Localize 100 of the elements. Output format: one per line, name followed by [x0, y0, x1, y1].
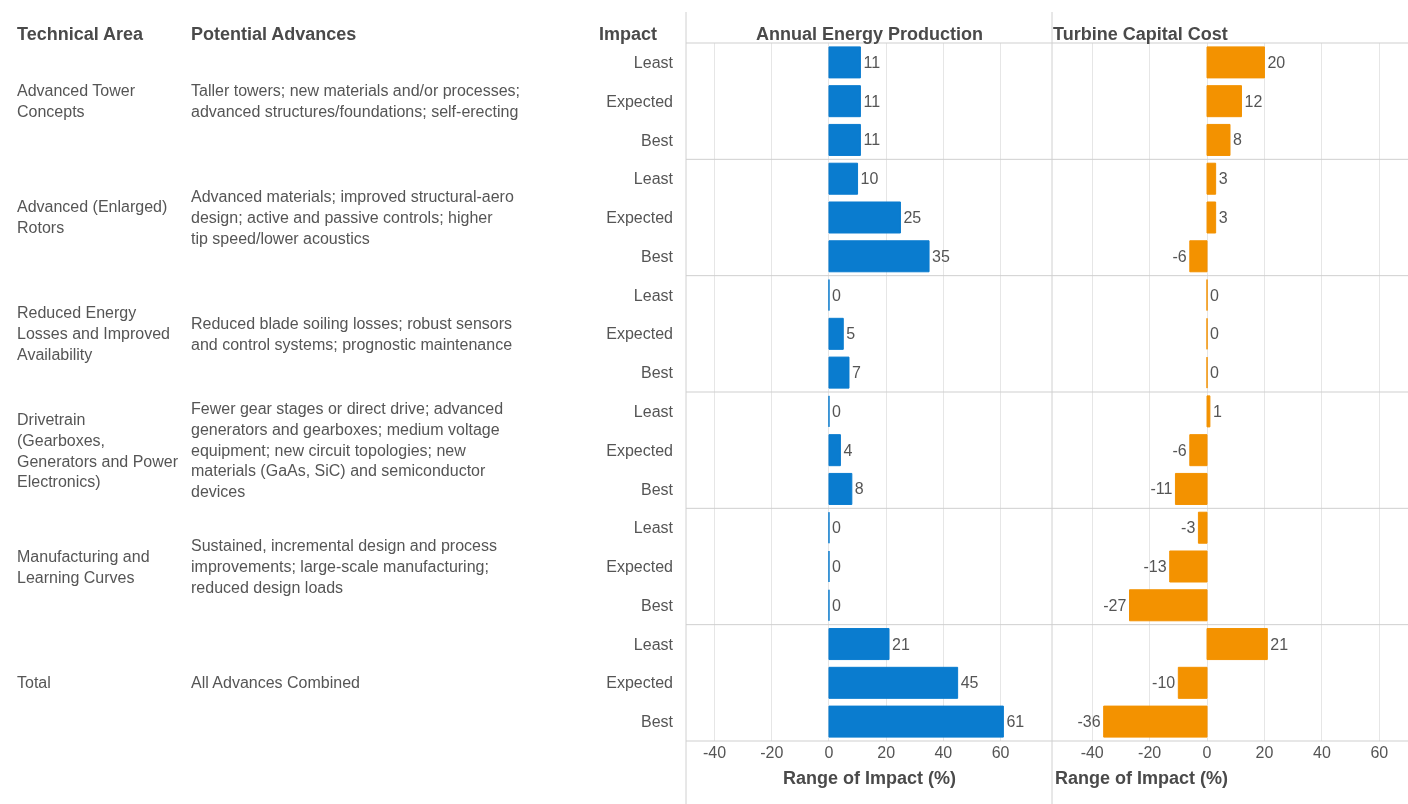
bar: [828, 85, 861, 118]
bar: [828, 201, 901, 234]
bar: [1206, 395, 1211, 428]
x-tick-label: -20: [1138, 744, 1162, 761]
x-tick-label: -20: [760, 744, 784, 761]
x-tick-label: 40: [1312, 744, 1331, 761]
data-label: 0: [1210, 364, 1220, 382]
y-tick-label: Expected: [606, 441, 673, 459]
data-label: -11: [1150, 480, 1173, 498]
bar: [1174, 472, 1208, 505]
x-tick-label: 0: [824, 744, 834, 761]
text: Manufacturing and Learning Curves: [17, 548, 150, 586]
text: Taller towers; new materials and/or processes; advanced structures/foundations; self-erecting: [191, 82, 521, 120]
bar: [828, 162, 859, 195]
bar: [1206, 628, 1268, 661]
x-axis-title: Range of Impact (%): [1055, 768, 1229, 788]
data-label: 61: [1006, 713, 1025, 731]
bar: [828, 666, 959, 699]
data-label: 5: [846, 325, 856, 343]
y-tick-label: Least: [633, 402, 674, 420]
bar: [1189, 240, 1208, 273]
y-tick-label: Least: [633, 635, 674, 653]
text: Fewer gear stages or direct drive; advanced generators and gearboxes; medium voltage equipment; new circuit topologies; new materials (GaAs, SiC) and semiconductor devices: [191, 400, 504, 501]
data-label: 4: [843, 441, 853, 459]
text: Advanced materials; improved structural-aero design; active and passive controls; higher tip speed/lower acoustics: [191, 188, 514, 247]
text: Advanced (Enlarged) Rotors: [17, 198, 168, 236]
bar: [1169, 550, 1208, 583]
data-label: 10: [860, 170, 879, 188]
data-label: 8: [1233, 131, 1242, 149]
data-label: 0: [1210, 286, 1220, 304]
bar: [828, 472, 853, 505]
data-label: 0: [831, 558, 841, 575]
y-tick-label: Best: [640, 596, 674, 614]
data-label: -3: [1181, 519, 1196, 537]
x-tick-label: -40: [703, 744, 727, 761]
x-tick-label: 60: [1370, 744, 1389, 761]
y-tick-label: Best: [640, 480, 674, 498]
x-axis-title: Range of Impact (%): [783, 768, 957, 788]
data-label: 11: [863, 53, 881, 71]
text: Impact: [599, 24, 658, 44]
data-label: 45: [960, 674, 979, 692]
data-label: 25: [903, 209, 922, 226]
bar: [1189, 434, 1208, 467]
y-tick-label: Least: [633, 53, 674, 71]
text: Reduced blade soiling losses; robust sensors and control systems; prognostic maintenance: [191, 315, 513, 353]
x-tick-label: 20: [877, 744, 896, 761]
data-label: 1: [1212, 402, 1222, 420]
data-label: 0: [831, 596, 841, 614]
x-tick-label: 60: [991, 744, 1010, 761]
bar: [828, 46, 861, 79]
y-tick-label: Best: [640, 713, 674, 731]
bar: [828, 356, 850, 389]
bar: [1206, 123, 1231, 156]
y-tick-label: Expected: [606, 674, 673, 692]
data-label: 0: [1210, 325, 1220, 343]
data-label: -36: [1077, 713, 1101, 731]
data-label: 11: [863, 131, 881, 149]
bar: [1206, 85, 1242, 118]
y-tick-label: Best: [640, 364, 674, 382]
y-tick-label: Expected: [606, 325, 673, 343]
x-tick-label: -40: [1080, 744, 1104, 761]
text: Drivetrain (Gearboxes, Generators and Power Electronics): [17, 411, 179, 491]
data-label: 20: [1267, 53, 1286, 71]
y-tick-label: Best: [640, 131, 674, 149]
data-label: -6: [1172, 247, 1187, 265]
data-label: 3: [1218, 170, 1228, 188]
bar: [1206, 201, 1217, 234]
text: Potential Advances: [191, 24, 357, 44]
bar: [1206, 162, 1217, 195]
data-label: 0: [831, 519, 841, 537]
y-tick-label: Least: [633, 286, 674, 304]
data-label: -6: [1172, 441, 1187, 459]
text: All Advances Combined: [191, 674, 360, 691]
data-label: -13: [1143, 558, 1167, 575]
data-label: 21: [892, 635, 910, 653]
x-tick-label: 0: [1202, 744, 1212, 761]
y-tick-label: Best: [640, 247, 674, 265]
data-label: 12: [1244, 92, 1263, 110]
data-label: 35: [932, 247, 950, 265]
bar: [828, 240, 930, 273]
y-tick-label: Least: [633, 519, 674, 537]
data-label: -10: [1152, 674, 1176, 692]
bar: [828, 705, 1004, 738]
data-label: 3: [1218, 209, 1228, 226]
bar: [1206, 46, 1265, 79]
y-tick-label: Least: [633, 170, 674, 188]
text: Sustained, incremental design and process improvements; large-scale manufacturing; reduced design loads: [191, 537, 497, 596]
data-label: 7: [851, 364, 861, 382]
bar: [828, 317, 844, 350]
y-tick-label: Expected: [606, 209, 673, 227]
data-label: 21: [1270, 635, 1289, 653]
data-label: -27: [1103, 596, 1127, 614]
x-tick-label: 40: [934, 744, 953, 761]
text: Reduced Energy Losses and Improved Availability: [17, 304, 170, 363]
data-label: 8: [854, 480, 864, 498]
bar: [1197, 511, 1208, 544]
data-label: 0: [831, 402, 841, 420]
bar: [1103, 705, 1208, 738]
y-tick-label: Expected: [606, 558, 673, 576]
bar: [1129, 589, 1208, 622]
